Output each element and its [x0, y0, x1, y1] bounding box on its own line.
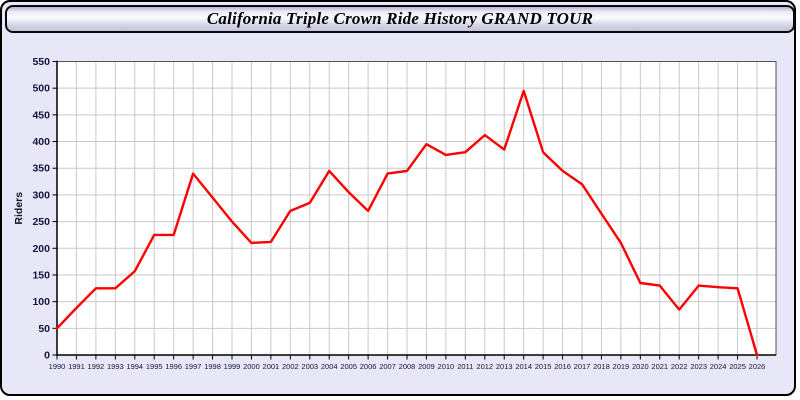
x-tick-label: 1992 — [88, 362, 105, 371]
x-tick-label: 2019 — [613, 362, 630, 371]
y-tick-label: 300 — [32, 189, 50, 201]
x-tick-label: 2010 — [438, 362, 455, 371]
x-tick-label: 2003 — [301, 362, 318, 371]
x-tick-label: 2015 — [535, 362, 552, 371]
y-tick-label: 200 — [32, 243, 50, 255]
y-tick-label: 350 — [32, 163, 50, 175]
x-tick-label: 1997 — [185, 362, 202, 371]
x-tick-label: 2021 — [651, 362, 668, 371]
x-tick-label: 1994 — [126, 362, 143, 371]
x-tick-label: 1990 — [49, 362, 66, 371]
y-tick-label: 0 — [44, 350, 50, 362]
y-tick-label: 400 — [32, 136, 50, 148]
x-tick-label: 2018 — [593, 362, 610, 371]
x-tick-label: 2026 — [749, 362, 766, 371]
x-tick-label: 2013 — [496, 362, 513, 371]
y-tick-label: 50 — [38, 323, 50, 335]
y-tick-label: 500 — [32, 83, 50, 95]
x-tick-label: 2001 — [263, 362, 280, 371]
series-line-riders — [55, 89, 759, 357]
chart-title-bar: California Triple Crown Ride History GRA… — [5, 5, 795, 33]
y-axis-tick-labels: 0 50 100 150 200 250 300 350 400 450 500 550 — [32, 56, 50, 362]
axes — [56, 60, 776, 356]
x-tick-label: 2009 — [418, 362, 435, 371]
x-tick-label: 2011 — [457, 362, 473, 371]
x-tick-label: 2025 — [729, 362, 746, 371]
x-tick-label: 2017 — [574, 362, 591, 371]
x-tick-label: 2002 — [282, 362, 299, 371]
y-tick-label: 550 — [32, 56, 50, 68]
x-tick-label: 2014 — [515, 362, 532, 371]
y-tick-label: 150 — [32, 269, 50, 281]
y-axis-title: Riders — [13, 192, 25, 225]
x-tick-label: 2020 — [632, 362, 649, 371]
x-tick-label: 2007 — [379, 362, 396, 371]
x-tick-label: 1999 — [224, 362, 241, 371]
y-tick-label: 100 — [32, 296, 50, 308]
x-tick-label: 1998 — [204, 362, 221, 371]
axis-ticks — [52, 61, 758, 360]
y-tick-label: 250 — [32, 216, 50, 228]
x-axis-tick-labels: 1990 1991 1992 1993 1994 1995 1996 1997 1998 1999… — [49, 362, 766, 371]
x-tick-label: 1993 — [107, 362, 124, 371]
x-tick-label: 2004 — [321, 362, 338, 371]
x-tick-label: 1995 — [146, 362, 163, 371]
x-tick-label: 2023 — [690, 362, 707, 371]
x-tick-label: 2016 — [554, 362, 571, 371]
x-tick-label: 1996 — [165, 362, 182, 371]
x-tick-label: 2024 — [710, 362, 727, 371]
x-tick-label: 2006 — [360, 362, 377, 371]
x-tick-label: 2022 — [671, 362, 688, 371]
plot-area — [57, 61, 776, 355]
x-tick-label: 2012 — [476, 362, 493, 371]
y-tick-label: 450 — [32, 109, 50, 121]
x-tick-label: 1991 — [68, 362, 85, 371]
gridlines — [57, 61, 776, 355]
x-tick-label: 2000 — [243, 362, 260, 371]
chart-title: California Triple Crown Ride History GRA… — [206, 9, 594, 28]
x-tick-label: 2008 — [399, 362, 416, 371]
x-tick-label: 2005 — [340, 362, 357, 371]
